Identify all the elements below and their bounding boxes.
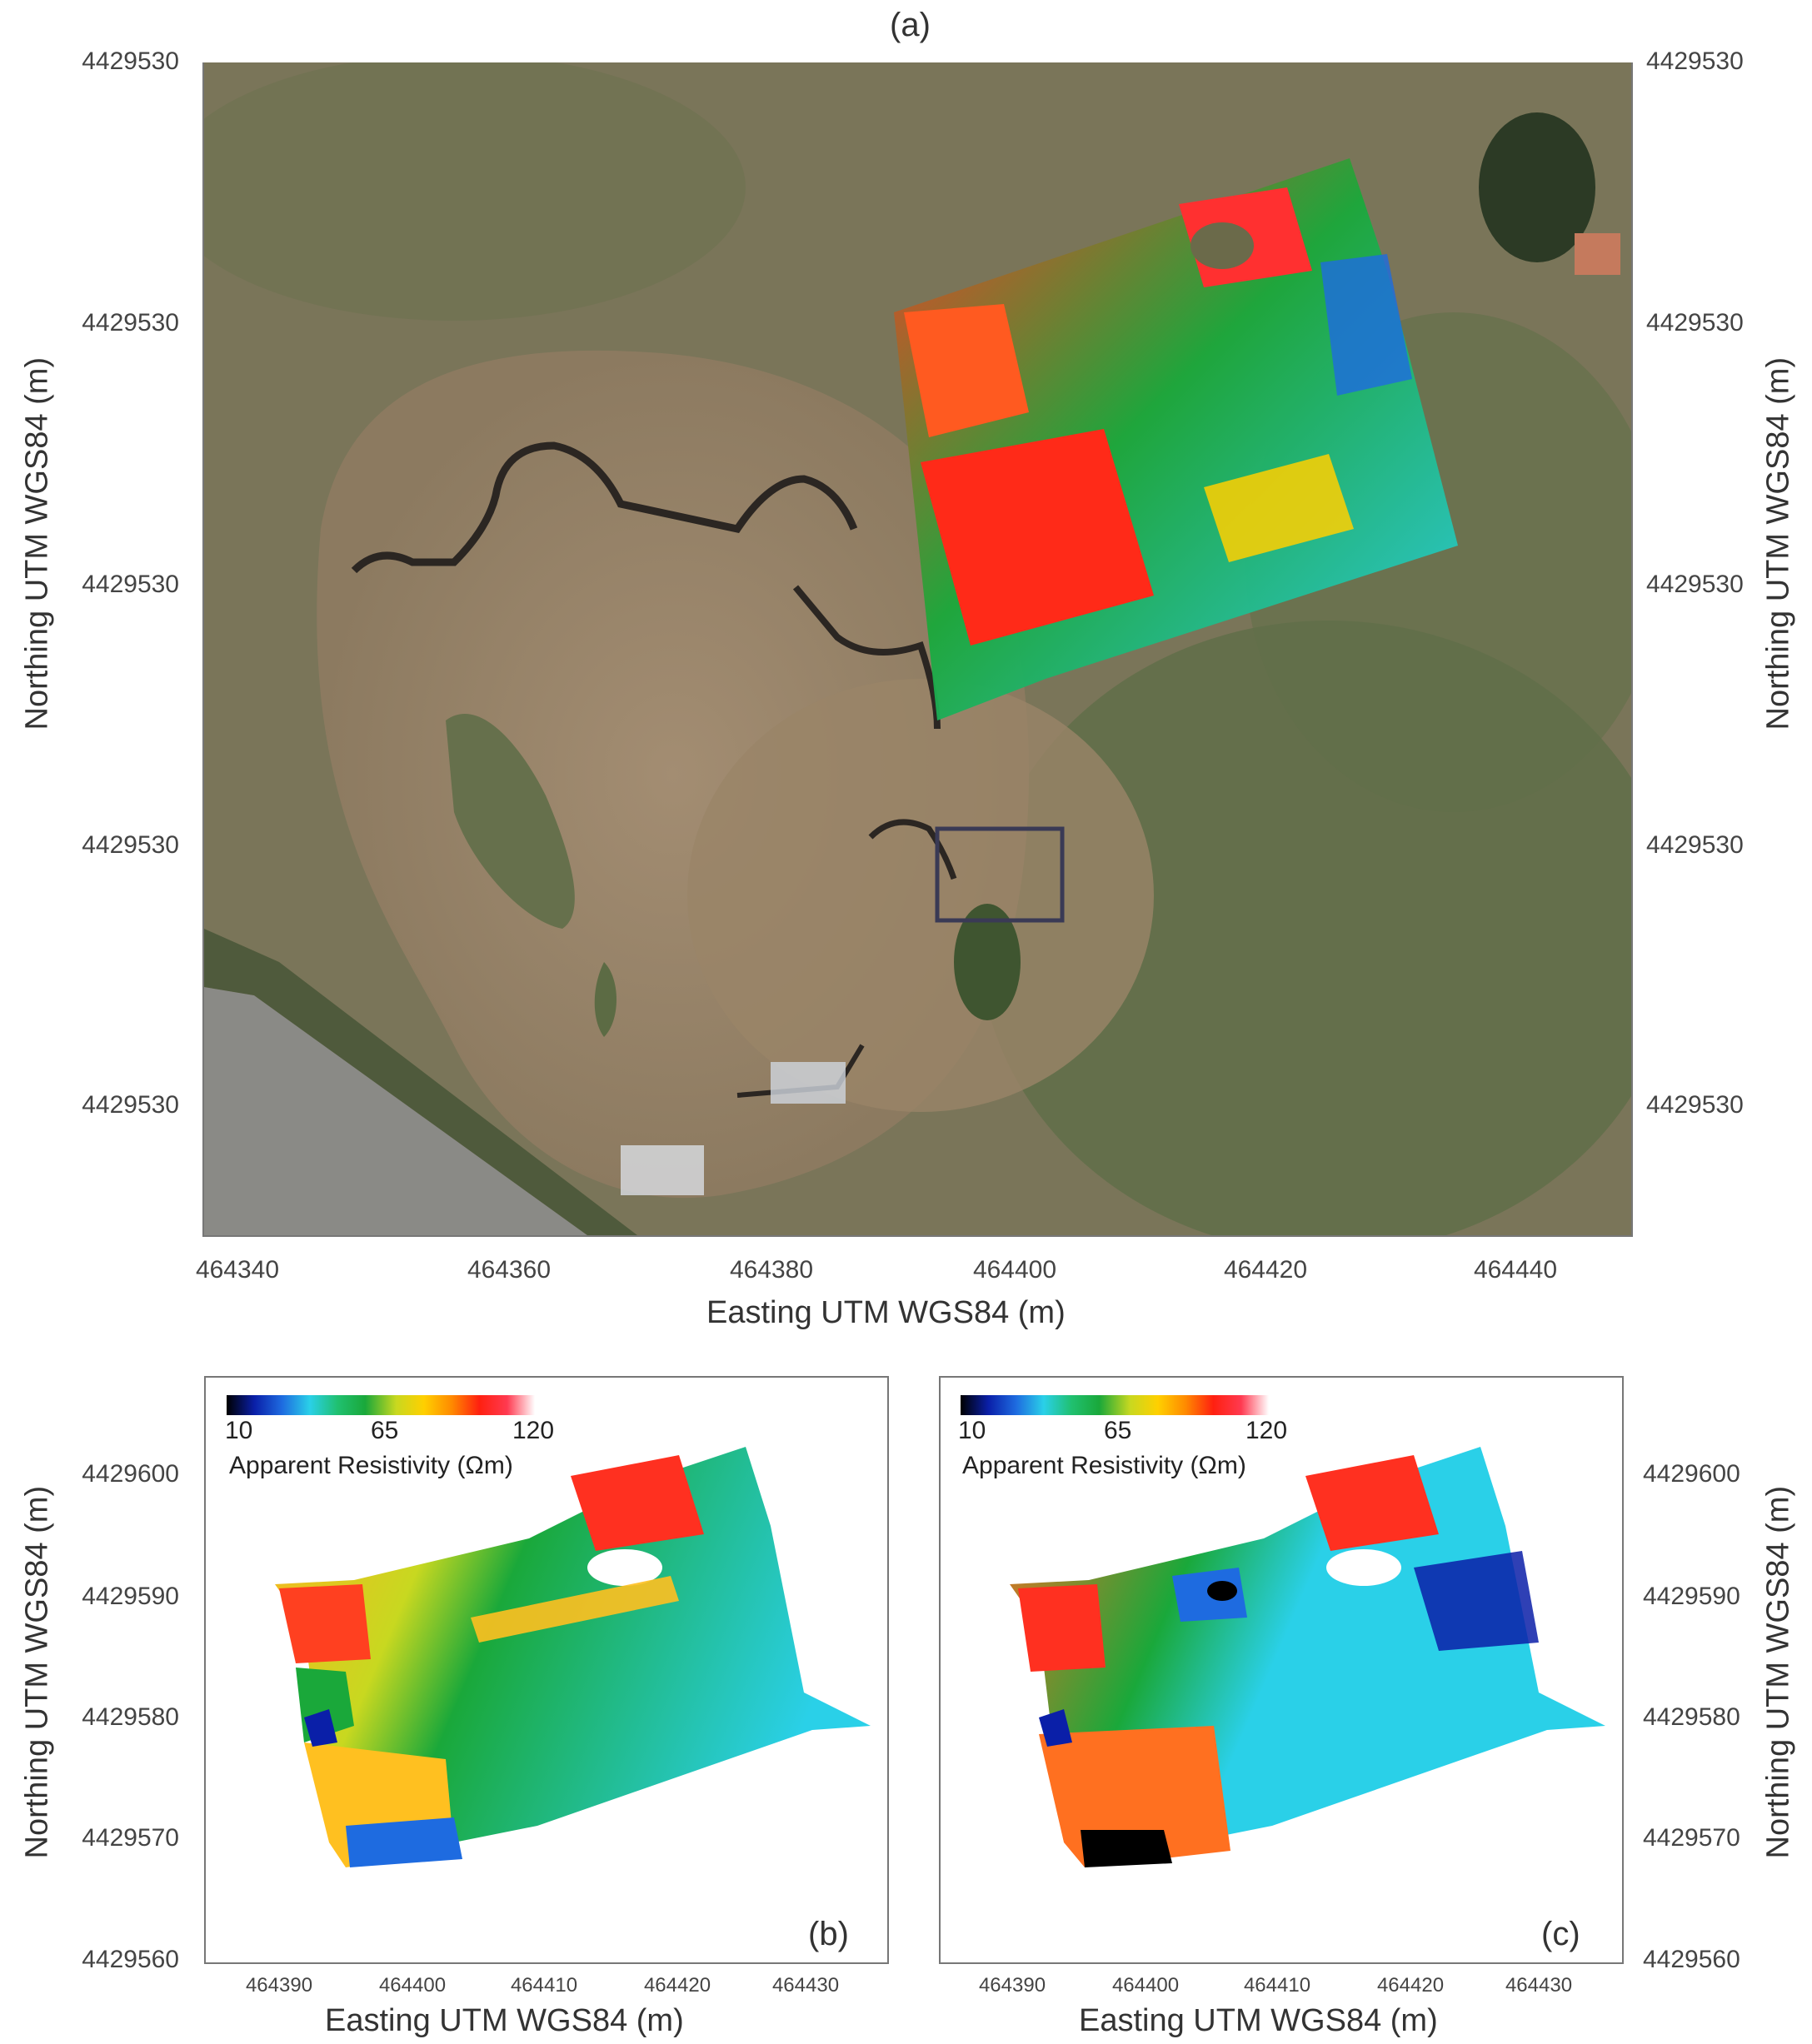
panel-a-x-tick: 464440: [1473, 1256, 1558, 1284]
panel-b-x-tick: 464400: [378, 1974, 447, 1997]
panel-a-left-axis-line: [202, 62, 204, 1237]
panel-c-x-tick: 464400: [1111, 1974, 1180, 1997]
panel-a-y-tick-left: 4429530: [82, 571, 179, 598]
panel-a-y-tick-right: 4429530: [1646, 571, 1744, 598]
panel-a-y-tick-right: 4429530: [1646, 309, 1744, 337]
panel-a-x-tick: 464400: [972, 1256, 1057, 1284]
panel-a-y-tick-left: 4429530: [82, 831, 179, 859]
panel-c-colorbar-min: 10: [958, 1417, 986, 1444]
panel-c-y-tick: 4429590: [1643, 1583, 1740, 1610]
panel-b-x-tick: 464390: [245, 1974, 313, 1997]
panel-a-label: (a): [890, 7, 931, 43]
panel-b-y-tick: 4429560: [82, 1946, 179, 1973]
panel-b-y-tick: 4429590: [82, 1583, 179, 1610]
panel-c-resistivity-map: [939, 1376, 1624, 1964]
panel-b-colorbar-mid: 65: [371, 1417, 399, 1444]
panel-c-y-tick: 4429570: [1643, 1824, 1740, 1852]
panel-b-resistivity-map: [204, 1376, 889, 1964]
panel-c-frame: [939, 1376, 1624, 1964]
panel-a-y-tick-right: 4429530: [1646, 1091, 1744, 1119]
panel-b-x-tick: 464410: [510, 1974, 578, 1997]
panel-a-x-axis-line: [204, 1235, 1631, 1237]
panel-a-y-tick-left: 4429530: [82, 47, 179, 75]
panel-b-label: (b): [808, 1916, 849, 1952]
panel-c-y-axis-title: Northing UTM WGS84 (m): [1760, 1485, 1796, 1859]
panel-a-y-tick-right: 4429530: [1646, 47, 1744, 75]
panel-c-x-tick: 464430: [1505, 1974, 1573, 1997]
panel-c-x-tick: 464390: [978, 1974, 1046, 1997]
panel-b-colorbar-title: Apparent Resistivity (Ωm): [229, 1452, 513, 1479]
panel-a-y-tick-left: 4429530: [82, 1091, 179, 1119]
panel-a-x-tick: 464380: [729, 1256, 814, 1284]
aerial-image: [204, 62, 1631, 1235]
panel-c-label: (c): [1541, 1916, 1580, 1952]
panel-c-colorbar-title: Apparent Resistivity (Ωm): [962, 1452, 1246, 1479]
panel-c-y-tick: 4429560: [1643, 1946, 1740, 1973]
panel-c-colorbar: [961, 1395, 1269, 1415]
panel-a-y-axis-title-left: Northing UTM WGS84 (m): [19, 356, 55, 730]
panel-a-x-axis-title: Easting UTM WGS84 (m): [706, 1295, 1066, 1330]
panel-b-colorbar-min: 10: [225, 1417, 253, 1444]
panel-c-colorbar-max: 120: [1245, 1417, 1288, 1444]
panel-a-y-axis-title-right: Northing UTM WGS84 (m): [1760, 356, 1796, 730]
panel-b-x-tick: 464420: [643, 1974, 711, 1997]
panel-c-y-tick: 4429580: [1643, 1703, 1740, 1731]
panel-b-frame: [204, 1376, 889, 1964]
panel-c-x-tick: 464410: [1243, 1974, 1311, 1997]
panel-b-y-tick: 4429600: [82, 1460, 179, 1488]
panel-a-right-axis-line: [1631, 62, 1633, 1237]
panel-b-colorbar-max: 120: [512, 1417, 555, 1444]
panel-a-x-tick: 464420: [1223, 1256, 1308, 1284]
panel-b-y-tick: 4429580: [82, 1703, 179, 1731]
panel-b-y-tick: 4429570: [82, 1824, 179, 1852]
panel-c-colorbar-mid: 65: [1104, 1417, 1132, 1444]
panel-b-x-tick: 464430: [771, 1974, 840, 1997]
panel-c-x-axis-title: Easting UTM WGS84 (m): [1079, 2003, 1438, 2038]
panel-c-x-tick: 464420: [1376, 1974, 1445, 1997]
panel-a-y-tick-right: 4429530: [1646, 831, 1744, 859]
panel-b-colorbar: [227, 1395, 535, 1415]
panel-a-y-tick-left: 4429530: [82, 309, 179, 337]
panel-b-y-axis-title: Northing UTM WGS84 (m): [19, 1485, 55, 1859]
panel-b-x-axis-title: Easting UTM WGS84 (m): [325, 2003, 684, 2038]
panel-c-y-tick: 4429600: [1643, 1460, 1740, 1488]
panel-a-x-tick: 464360: [467, 1256, 552, 1284]
panel-a-x-tick: 464340: [195, 1256, 280, 1284]
